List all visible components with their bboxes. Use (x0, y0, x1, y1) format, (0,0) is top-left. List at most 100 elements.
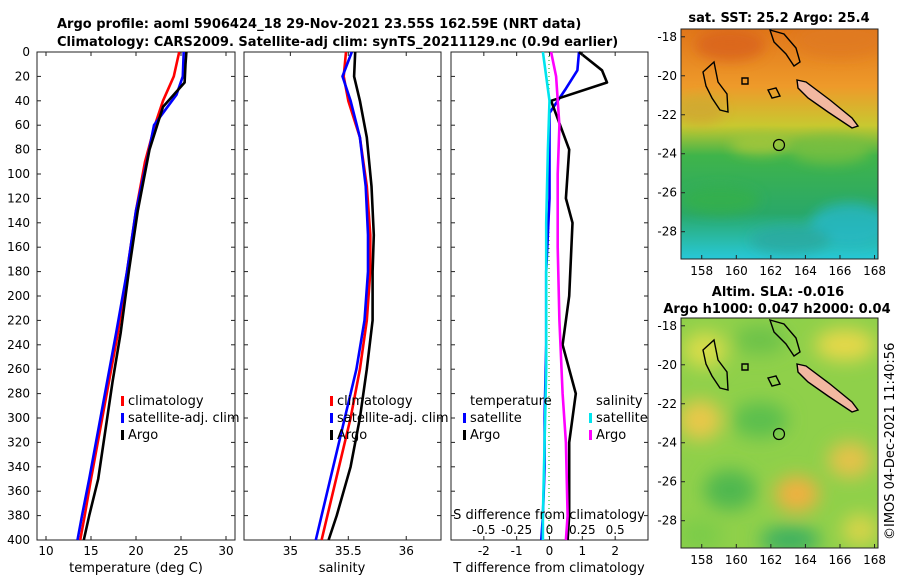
salinity-difference-tick-label: 0.25 (569, 523, 596, 537)
map-lon-tick-label: 162 (759, 264, 782, 278)
depth-tick-label: 300 (7, 411, 30, 425)
depth-tick-label: 180 (7, 265, 30, 279)
legend-label-s-argo: Argo (596, 428, 626, 443)
salinity-difference-tick-label: -0.5 (472, 523, 495, 537)
legend-label-climatology: climatology (337, 394, 413, 409)
legend-swatch-argo (121, 430, 124, 440)
sla-map-panel: Altim. SLA: -0.016 Argo h1000: 0.047 h20… (657, 285, 890, 567)
temperature-axes-frame (36, 51, 236, 541)
series-line-argo (82, 51, 188, 541)
sla-field (681, 318, 878, 548)
depth-tick-label: 340 (7, 460, 30, 474)
depth-tick-label: 20 (15, 69, 30, 83)
x-tick-label: -2 (478, 544, 490, 558)
depth-tick-label: 240 (7, 338, 30, 352)
legend-swatch-t-argo (463, 430, 466, 440)
legend-label-argo: Argo (128, 428, 158, 443)
depth-axis: 0 20 40 60 80 100 120 140 160 180 200 220 240 260 280 3… (7, 45, 648, 547)
sst-map-frame (680, 28, 879, 260)
legend-label-satellite: satellite-adj. clim (337, 411, 449, 426)
temperature-legend: climatology satellite-adj. clim Argo (121, 394, 240, 443)
salinity-axes-frame (243, 51, 442, 541)
depth-tick-label: 380 (7, 509, 30, 523)
depth-tick-label: 120 (7, 191, 30, 205)
legend-swatch-s-satellite (589, 413, 592, 423)
depth-tick-label: 40 (15, 94, 30, 108)
sst-profile-marker (772, 138, 786, 152)
series-line-satellite-adj-clim (314, 51, 370, 541)
legend-label-t-argo: Argo (470, 428, 500, 443)
map-lon-tick-label: 160 (725, 553, 748, 567)
map-lat-tick-label: -20 (657, 358, 677, 372)
legend-swatch-climatology (121, 396, 124, 406)
series-line-argo (327, 51, 376, 541)
salinity-xlabel: salinity (319, 561, 366, 576)
legend-label-argo: Argo (337, 428, 367, 443)
series-line-climatology (320, 51, 372, 541)
difference-legend: temperature satellite Argo salinity sate… (463, 394, 648, 443)
legend-swatch-satellite (121, 413, 124, 423)
legend-swatch-argo (330, 430, 333, 440)
map-lat-tick-label: -22 (657, 108, 677, 122)
sla-profile-marker (772, 427, 786, 441)
depth-tick-label: 320 (7, 435, 30, 449)
depth-tick-label: 0 (22, 45, 30, 59)
temperature-panel: 10 15 20 25 30 temperature (deg C) climatolo… (36, 51, 240, 576)
x-tick-label: 30 (218, 544, 233, 558)
map-lat-tick-label: -26 (657, 475, 677, 489)
salinity-legend: climatology satellite-adj. clim Argo (330, 394, 449, 443)
map-lat-tick-label: -22 (657, 397, 677, 411)
x-tick-label: 25 (173, 544, 188, 558)
map-lat-tick-label: -18 (657, 30, 677, 44)
map-lat-tick-label: -28 (657, 225, 677, 239)
sst-map-panel: sat. SST: 25.2 Argo: 25.4 158 160 162 164 16… (657, 11, 886, 278)
title-line1: Argo profile: aoml 5906424_18 29-Nov-202… (57, 17, 581, 32)
sla-map-title-line2: Argo h1000: 0.047 h2000: 0.04 (663, 302, 890, 317)
series-line-s-argo (549, 51, 569, 541)
map-lon-tick-label: 162 (759, 553, 782, 567)
map-lon-tick-label: 168 (863, 553, 886, 567)
depth-tick-label: 220 (7, 313, 30, 327)
depth-tick-label: 100 (7, 167, 30, 181)
legend-label-t-satellite: satellite (470, 411, 522, 426)
map-lat-tick-label: -26 (657, 186, 677, 200)
title-line2: Climatology: CARS2009. Satellite-adj cli… (57, 35, 618, 50)
map-lat-tick-label: -20 (657, 69, 677, 83)
salinity-panel: 35 35.5 36 salinity climatology satellite-… (243, 51, 449, 576)
map-lat-tick-label: -24 (657, 436, 677, 450)
salinity-difference-tick-label: 0 (546, 523, 554, 537)
depth-tick-label: 400 (7, 533, 30, 547)
series-line-t-argo (549, 50, 609, 541)
x-tick-label: -1 (511, 544, 523, 558)
x-tick-label: 1 (579, 544, 587, 558)
map-lat-tick-label: -18 (657, 319, 677, 333)
legend-swatch-climatology (330, 396, 333, 406)
depth-tick-label: 60 (15, 118, 30, 132)
copyright-timestamp: ©IMOS 04-Dec-2021 11:40:56 (883, 343, 898, 540)
legend-swatch-s-argo (589, 430, 592, 440)
series-line-s-satellite (541, 51, 551, 540)
legend-label-satellite: satellite-adj. clim (128, 411, 240, 426)
sst-map-title: sat. SST: 25.2 Argo: 25.4 (688, 11, 869, 26)
map-lon-tick-label: 160 (725, 264, 748, 278)
map-lat-tick-label: -28 (657, 514, 677, 528)
legend-heading-salinity: salinity (596, 394, 643, 409)
map-lon-tick-label: 166 (829, 264, 852, 278)
salinity-difference-tick-label: -0.25 (501, 523, 532, 537)
depth-tick-label: 160 (7, 240, 30, 254)
depth-tick-label: 360 (7, 484, 30, 498)
salinity-difference-label: S difference from climatology (453, 508, 645, 523)
x-tick-label: 20 (128, 544, 143, 558)
map-lon-tick-label: 158 (690, 264, 713, 278)
legend-heading-temperature: temperature (470, 394, 552, 409)
series-line-climatology (78, 51, 181, 541)
map-lon-tick-label: 164 (794, 553, 817, 567)
depth-tick-label: 260 (7, 362, 30, 376)
legend-swatch-t-satellite (463, 413, 466, 423)
depth-tick-label: 80 (15, 143, 30, 157)
x-tick-label: 35 (283, 544, 298, 558)
legend-label-climatology: climatology (128, 394, 204, 409)
legend-label-s-satellite: satellite (596, 411, 648, 426)
map-lon-tick-label: 168 (863, 264, 886, 278)
